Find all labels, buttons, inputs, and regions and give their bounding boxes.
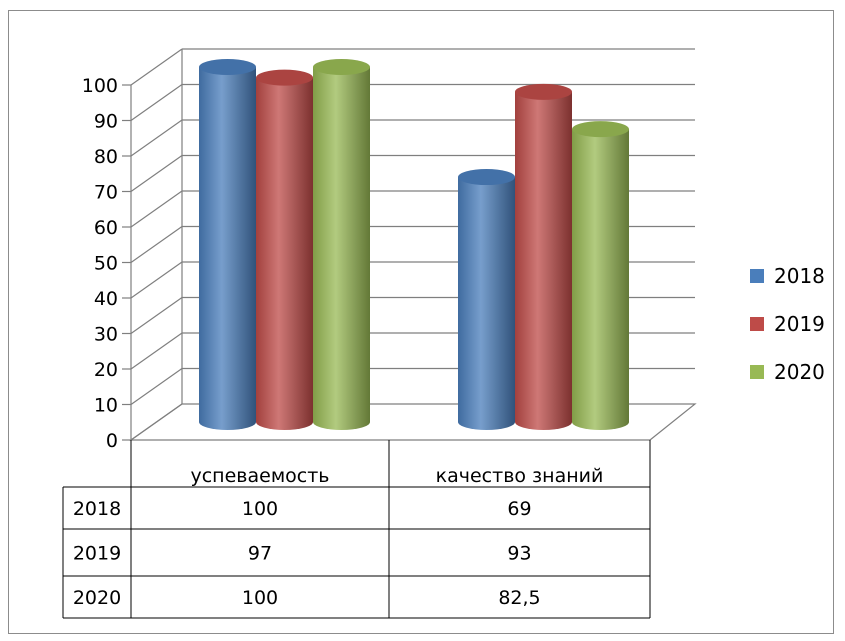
bar-2019-2 <box>515 83 572 430</box>
bar-body <box>572 129 629 430</box>
legend-swatch <box>750 317 764 331</box>
y-tick-label: 10 <box>94 395 118 417</box>
table-row-label: 2019 <box>73 543 121 565</box>
y-tick-label: 70 <box>94 182 118 204</box>
left-wall-gridline <box>130 119 183 157</box>
bar-body <box>458 177 515 430</box>
table-cell: 97 <box>248 543 272 565</box>
left-wall-gridline <box>130 261 183 299</box>
bar-2020-1 <box>313 59 370 430</box>
chart-floor <box>129 403 697 441</box>
bar-2018-1 <box>199 59 256 430</box>
bar-top <box>313 59 370 75</box>
table-cell: 69 <box>507 498 531 520</box>
legend-label: 2019 <box>774 312 825 336</box>
left-wall-gridline <box>130 48 183 86</box>
y-tick-label: 90 <box>94 111 118 133</box>
legend-label: 2020 <box>774 360 825 384</box>
bar-top <box>199 59 256 75</box>
bar-top <box>515 83 572 100</box>
y-tick-label: 80 <box>94 146 118 168</box>
bar-2018-2 <box>458 169 515 430</box>
data-table: успеваемость качество знаний 2018 100 69 2019… <box>62 440 651 619</box>
y-tick-label: 30 <box>94 324 118 346</box>
legend-swatch <box>750 269 764 283</box>
bar-2019-1 <box>256 69 313 431</box>
left-wall-gridline <box>130 368 183 405</box>
left-wall-gridline <box>130 155 183 192</box>
y-tick-label: 100 <box>82 75 118 97</box>
bars <box>199 59 629 431</box>
bar-body <box>199 67 256 430</box>
bar-body <box>515 91 572 430</box>
left-wall-gridline <box>130 297 183 334</box>
table-column-header: качество знаний <box>436 465 604 487</box>
bar-top <box>458 169 515 186</box>
table-cell: 93 <box>507 543 531 565</box>
legend-swatch <box>750 365 764 379</box>
left-wall-gridline <box>130 332 183 370</box>
chart-frame <box>8 10 834 634</box>
y-tick-label: 0 <box>106 430 118 452</box>
legend: 2018 2019 2020 <box>750 264 825 384</box>
bar-top <box>256 69 313 86</box>
table-row-label: 2018 <box>73 498 121 520</box>
y-tick-label: 60 <box>94 217 118 239</box>
bar-top <box>572 121 629 138</box>
table-column-header: успеваемость <box>190 465 329 487</box>
table-row-label: 2020 <box>73 587 121 609</box>
y-tick-label: 20 <box>94 359 118 381</box>
table-cell: 82,5 <box>498 587 540 609</box>
table-cell: 100 <box>242 587 278 609</box>
bar-2020-2 <box>572 121 629 430</box>
left-wall-gridline <box>130 226 183 263</box>
left-wall-gridline <box>130 190 183 228</box>
table-cell: 100 <box>242 498 278 520</box>
left-wall-gridline <box>130 84 183 121</box>
bar-body <box>313 67 370 430</box>
legend-label: 2018 <box>774 264 825 288</box>
y-tick-label: 50 <box>94 253 118 275</box>
y-tick-label: 40 <box>94 288 118 310</box>
bar-body <box>256 77 313 431</box>
